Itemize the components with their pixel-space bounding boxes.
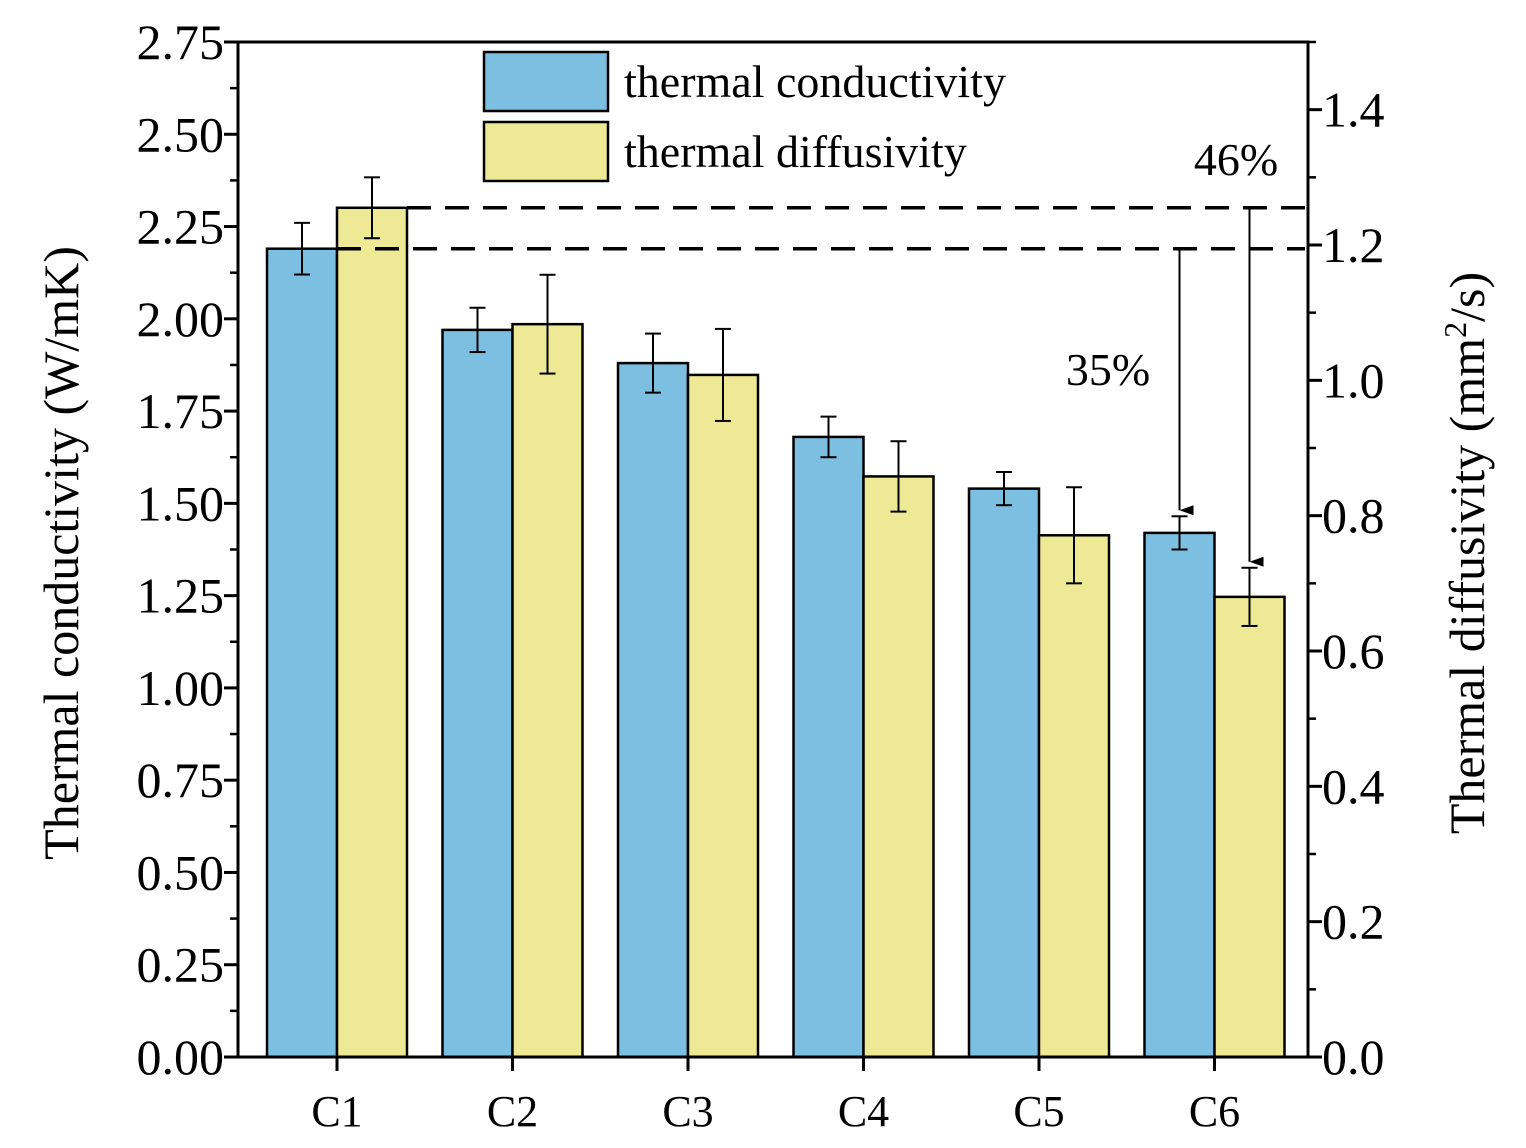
error-bar-thermal-conductivity-c4 (820, 415, 837, 459)
bar-thermal-diffusivity-c4 (862, 475, 935, 1059)
y-tick-label: 0.25 (137, 937, 225, 993)
y2-axis-title: Thermal diffusivity (mm2/s) (1437, 272, 1495, 834)
y-tick-label: 0.00 (137, 1029, 225, 1085)
legend-swatch-thermal-diffusivity (482, 120, 610, 183)
error-bar-thermal-conductivity-c2 (469, 306, 486, 354)
bar-thermal-conductivity-c6 (1143, 531, 1216, 1059)
bar-thermal-conductivity-c4 (792, 435, 865, 1059)
x-tick-label: C1 (311, 1087, 362, 1136)
annotation-label-1: 35% (1066, 344, 1150, 395)
x-tick-label: C5 (1013, 1087, 1064, 1136)
error-bar-thermal-conductivity-c1 (294, 221, 310, 276)
error-bar-thermal-conductivity-c6 (1171, 515, 1188, 551)
bar-thermal-diffusivity-c5 (1037, 534, 1111, 1059)
y-tick-label: 2.75 (137, 14, 225, 70)
error-bar-thermal-diffusivity-c2 (539, 273, 556, 375)
error-bar-thermal-conductivity-c3 (645, 332, 661, 394)
y-tick-label: 1.75 (137, 383, 225, 439)
y-tick-label: 1.25 (137, 568, 225, 624)
y-tick-label: 1.00 (137, 660, 225, 716)
error-bar-thermal-diffusivity-c3 (715, 327, 731, 422)
error-bar-thermal-conductivity-c5 (996, 470, 1012, 507)
y2-tick-label: 0.8 (1322, 488, 1385, 544)
y2-axis-title-tail: /s) (1439, 272, 1495, 322)
error-bar-thermal-diffusivity-c6 (1241, 566, 1258, 627)
y2-tick-label: 1.4 (1322, 82, 1385, 138)
y2-axis-title-superscript: 2 (1437, 322, 1473, 338)
y2-tick-label: 0.2 (1322, 894, 1385, 950)
y-tick-label: 2.00 (137, 291, 225, 347)
y2-tick-label: 1.0 (1322, 352, 1385, 408)
bar-thermal-conductivity-c1 (265, 247, 339, 1059)
legend: thermal conductivity thermal diffusivity (482, 50, 1006, 183)
axes-layer: 0.00 0.25 0.50 0.75 1.00 1.25 1.50 1.75 2.00 2.25… (137, 14, 1385, 1136)
y-tick-label: 0.75 (137, 752, 225, 808)
bar-thermal-diffusivity-c3 (686, 373, 760, 1059)
bar-thermal-diffusivity-c6 (1213, 595, 1286, 1059)
y-tick-label: 1.50 (137, 475, 225, 531)
x-tick-label: C4 (838, 1087, 889, 1136)
legend-label-thermal-diffusivity: thermal diffusivity (624, 126, 967, 177)
x-tick-label: C6 (1189, 1087, 1240, 1136)
legend-swatch-thermal-conductivity (482, 50, 610, 113)
error-bar-thermal-diffusivity-c4 (890, 440, 907, 513)
y-tick-label: 2.25 (137, 199, 225, 255)
y2-tick-label: 0.6 (1322, 623, 1385, 679)
bar-thermal-conductivity-c3 (616, 361, 690, 1059)
bar-thermal-diffusivity-c2 (511, 322, 584, 1059)
bar-thermal-diffusivity-c1 (335, 206, 409, 1059)
bar-thermal-conductivity-c2 (441, 328, 514, 1059)
error-bar-thermal-diffusivity-c1 (364, 176, 380, 240)
y-tick-label: 2.50 (137, 106, 225, 162)
annotation-label-2: 46% (1194, 134, 1278, 185)
legend-label-thermal-conductivity: thermal conductivity (624, 56, 1006, 107)
y2-tick-label: 1.2 (1322, 217, 1385, 273)
y2-tick-label: 0.4 (1322, 758, 1385, 814)
x-tick-label: C2 (487, 1087, 538, 1136)
y2-tick-label: 0.0 (1322, 1029, 1385, 1085)
y-tick-label: 0.50 (137, 844, 225, 900)
bar-thermal-conductivity-c5 (967, 487, 1041, 1059)
annotation-layer: 35% 46% (337, 134, 1305, 567)
y2-axis-title-main: Thermal diffusivity (mm (1439, 338, 1495, 834)
y-axis-title: Thermal conductivity (W/mK) (33, 246, 89, 860)
x-tick-label: C3 (662, 1087, 713, 1136)
error-bar-thermal-diffusivity-c5 (1066, 486, 1082, 585)
bars-layer (265, 176, 1286, 1059)
